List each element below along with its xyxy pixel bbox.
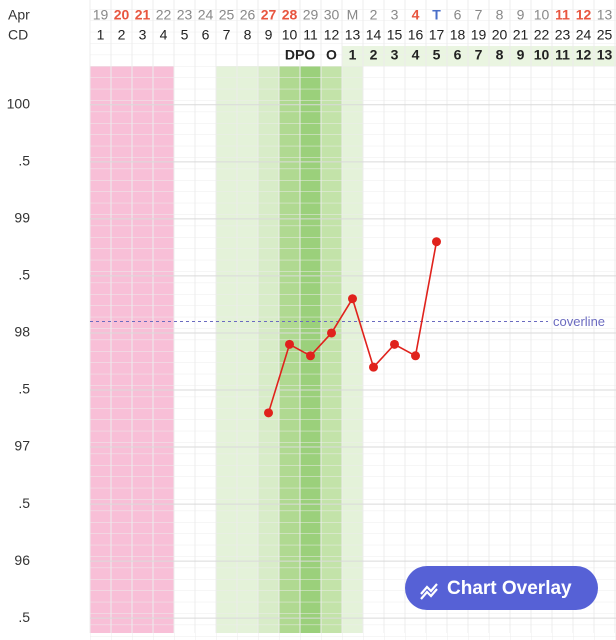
minor-grid bbox=[90, 0, 616, 640]
x-tick-label: 14 bbox=[366, 27, 382, 43]
date-label: 6 bbox=[454, 7, 462, 23]
date-label: 10 bbox=[534, 7, 550, 23]
x-tick-label: 19 bbox=[471, 27, 487, 43]
dpo-label: 2 bbox=[370, 47, 378, 63]
y-tick-label: 96 bbox=[14, 552, 30, 568]
x-tick-label: 7 bbox=[223, 27, 231, 43]
date-label: 25 bbox=[219, 7, 235, 23]
date-label: 27 bbox=[261, 7, 277, 23]
temperature-point bbox=[432, 237, 441, 247]
date-label: 30 bbox=[324, 7, 340, 23]
x-tick-label: 11 bbox=[303, 27, 318, 43]
button-icon[interactable] bbox=[420, 583, 438, 600]
date-label: 4 bbox=[412, 7, 420, 23]
y-tick-label: .5 bbox=[18, 267, 30, 283]
dpo-title: DPO bbox=[285, 47, 315, 63]
button-label[interactable]: Chart Overlay bbox=[447, 578, 572, 599]
dpo-label: 4 bbox=[412, 47, 420, 63]
y-tick-label: 97 bbox=[14, 438, 30, 454]
x-tick-label: 15 bbox=[387, 27, 403, 43]
date-label: T bbox=[432, 7, 441, 23]
date-label: M bbox=[347, 7, 359, 23]
temperature-point bbox=[411, 351, 420, 361]
x-tick-label: 22 bbox=[534, 27, 550, 43]
x-tick-label: 18 bbox=[450, 27, 466, 43]
y-tick-label: 98 bbox=[14, 324, 30, 340]
date-label: 28 bbox=[282, 7, 298, 23]
overlay-button[interactable]: Chart Overlay bbox=[405, 566, 598, 610]
date-label: 8 bbox=[496, 7, 504, 23]
x-tick-label: 10 bbox=[282, 27, 298, 43]
date-label: 2 bbox=[370, 7, 378, 23]
temperature-point bbox=[369, 362, 378, 372]
date-label: 19 bbox=[93, 7, 109, 23]
date-label: 12 bbox=[576, 7, 592, 23]
date-label: 21 bbox=[135, 7, 151, 23]
x-tick-label: 12 bbox=[324, 27, 340, 43]
button-bg[interactable] bbox=[405, 566, 598, 610]
date-label: 7 bbox=[475, 7, 483, 23]
y-tick-label: 99 bbox=[14, 210, 30, 226]
date-label: 3 bbox=[391, 7, 399, 23]
x-tick-label: 9 bbox=[265, 27, 273, 43]
y-tick-label: .5 bbox=[18, 495, 30, 511]
cd-label: CD bbox=[8, 27, 28, 43]
temperature-point bbox=[285, 339, 294, 349]
date-label: 24 bbox=[198, 7, 214, 23]
date-label: 23 bbox=[177, 7, 193, 23]
x-tick-label: 2 bbox=[118, 27, 126, 43]
date-label: 22 bbox=[156, 7, 172, 23]
date-label: 11 bbox=[555, 7, 570, 23]
y-tick-label: .5 bbox=[18, 381, 30, 397]
y-tick-label: .5 bbox=[18, 153, 30, 169]
temperature-point bbox=[264, 408, 273, 418]
temperature-point bbox=[327, 328, 336, 338]
temperature-point bbox=[306, 351, 315, 361]
month-label: Apr bbox=[8, 7, 30, 23]
x-tick-label: 24 bbox=[576, 27, 592, 43]
dpo-label: 1 bbox=[349, 47, 357, 63]
x-tick-label: 4 bbox=[160, 27, 168, 43]
x-tick-label: 16 bbox=[408, 27, 424, 43]
dpo-label: 12 bbox=[576, 47, 592, 63]
x-tick-label: 21 bbox=[513, 27, 529, 43]
coverline-label: coverline bbox=[553, 314, 605, 329]
dpo-label: 13 bbox=[597, 47, 613, 63]
dpo-label: 6 bbox=[454, 47, 462, 63]
x-tick-label: 5 bbox=[181, 27, 189, 43]
y-tick-label: .5 bbox=[18, 609, 30, 625]
x-tick-label: 20 bbox=[492, 27, 508, 43]
x-tick-label: 3 bbox=[139, 27, 147, 43]
dpo-label: 7 bbox=[475, 47, 483, 63]
x-tick-label: 25 bbox=[597, 27, 613, 43]
x-tick-label: 23 bbox=[555, 27, 571, 43]
date-label: 29 bbox=[303, 7, 319, 23]
dpo-label: 10 bbox=[534, 47, 550, 63]
date-label: 13 bbox=[597, 7, 613, 23]
x-tick-label: 1 bbox=[97, 27, 105, 43]
dpo-label: 11 bbox=[555, 47, 570, 63]
date-label: 26 bbox=[240, 7, 256, 23]
y-tick-label: 100 bbox=[7, 95, 31, 111]
x-tick-label: 17 bbox=[429, 27, 445, 43]
x-tick-label: 13 bbox=[345, 27, 361, 43]
temperature-point bbox=[390, 339, 399, 349]
x-tick-label: 6 bbox=[202, 27, 210, 43]
ovulation-label: O bbox=[326, 47, 337, 63]
dpo-label: 5 bbox=[433, 47, 441, 63]
temperature-point bbox=[348, 294, 357, 304]
date-label: 20 bbox=[114, 7, 130, 23]
dpo-label: 9 bbox=[517, 47, 525, 63]
dpo-label: 3 bbox=[391, 47, 399, 63]
x-tick-label: 8 bbox=[244, 27, 252, 43]
date-label: 9 bbox=[517, 7, 525, 23]
dpo-label: 8 bbox=[496, 47, 504, 63]
